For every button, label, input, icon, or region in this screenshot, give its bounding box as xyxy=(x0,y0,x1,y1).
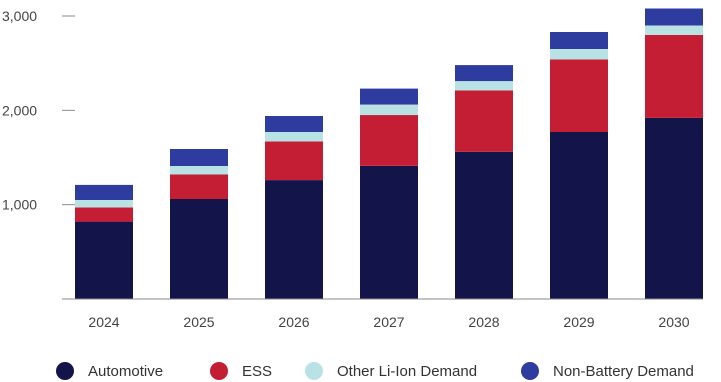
bar-segment-automotive-2029 xyxy=(550,132,608,299)
legend-swatch-automotive xyxy=(56,362,74,380)
bar-segment-automotive-2024 xyxy=(75,221,133,299)
axis-layer xyxy=(62,15,703,300)
bar-segment-automotive-2030 xyxy=(645,117,703,300)
legend-swatch-ess xyxy=(210,362,228,380)
bar-segment-automotive-2027 xyxy=(360,166,418,299)
x-tick-label-2027: 2027 xyxy=(373,314,404,330)
bar-segment-other-li-ion-demand-2027 xyxy=(360,104,418,116)
bar-segment-automotive-2025 xyxy=(170,199,228,299)
bar-segment-ess-2029 xyxy=(550,59,608,132)
legend-swatch-other-li-ion-demand xyxy=(305,362,323,380)
legend-item-non-battery-demand: Non-Battery Demand xyxy=(521,360,694,382)
legend-item-ess: ESS xyxy=(210,360,272,382)
y-tick-label-2000: 2,000 xyxy=(2,102,37,118)
bar-segment-automotive-2028 xyxy=(455,151,513,299)
legend-label-ess: ESS xyxy=(242,362,273,380)
bars-layer xyxy=(75,8,703,300)
bar-segment-automotive-2026 xyxy=(265,180,323,299)
bar-segment-non-battery-demand-2026 xyxy=(265,116,323,132)
bar-segment-non-battery-demand-2028 xyxy=(455,65,513,82)
bar-segment-non-battery-demand-2030 xyxy=(645,8,703,26)
bar-segment-non-battery-demand-2024 xyxy=(75,184,133,200)
bar-segment-other-li-ion-demand-2026 xyxy=(265,132,323,142)
legend-item-automotive: Automotive xyxy=(56,360,163,382)
y-tick-label-1000: 1,000 xyxy=(2,197,37,213)
x-tick-label-2028: 2028 xyxy=(468,314,499,330)
bar-segment-non-battery-demand-2029 xyxy=(550,32,608,49)
stacked-bar-chart: 2024 2025 2026 2027 2028 2029 2030 1,000 2,000 3,… xyxy=(2,8,703,330)
bar-segment-other-li-ion-demand-2029 xyxy=(550,49,608,60)
legend-item-other-li-ion-demand: Other Li-Ion Demand xyxy=(305,360,477,382)
bar-segment-other-li-ion-demand-2024 xyxy=(75,199,133,208)
bar-segment-ess-2026 xyxy=(265,141,323,181)
chart-legend: Automotive ESS Other Li-Ion Demand Non-Batt… xyxy=(0,360,721,382)
labels-layer: 2024 2025 2026 2027 2028 2029 2030 1,000 2,000 3,… xyxy=(2,8,690,330)
x-tick-label-2024: 2024 xyxy=(88,314,119,330)
x-tick-label-2029: 2029 xyxy=(563,314,594,330)
bar-segment-ess-2025 xyxy=(170,174,228,199)
x-tick-label-2026: 2026 xyxy=(278,314,309,330)
legend-label-automotive: Automotive xyxy=(88,362,164,380)
legend-label-non-battery-demand: Non-Battery Demand xyxy=(553,362,694,380)
bar-segment-other-li-ion-demand-2030 xyxy=(645,25,703,35)
x-tick-label-2025: 2025 xyxy=(183,314,214,330)
bar-segment-ess-2030 xyxy=(645,34,703,118)
bar-segment-non-battery-demand-2027 xyxy=(360,88,418,105)
legend-label-other-li-ion-demand: Other Li-Ion Demand xyxy=(337,362,478,380)
y-tick-label-3000: 3,000 xyxy=(2,8,37,24)
bar-segment-ess-2024 xyxy=(75,207,133,222)
legend-swatch-non-battery-demand xyxy=(521,362,539,380)
bar-segment-ess-2028 xyxy=(455,90,513,152)
bar-segment-non-battery-demand-2025 xyxy=(170,149,228,166)
bar-segment-other-li-ion-demand-2025 xyxy=(170,166,228,175)
bar-segment-ess-2027 xyxy=(360,115,418,166)
bar-segment-other-li-ion-demand-2028 xyxy=(455,81,513,91)
x-tick-label-2030: 2030 xyxy=(658,314,689,330)
